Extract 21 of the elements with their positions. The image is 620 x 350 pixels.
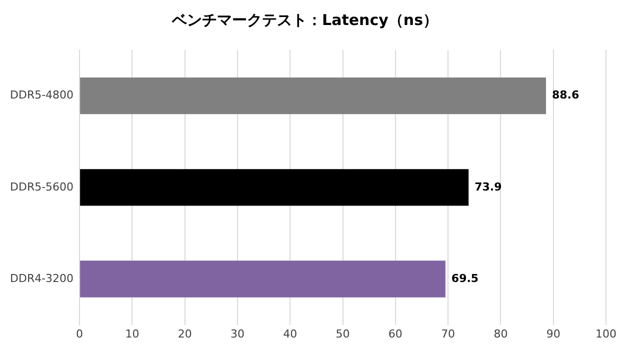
x-tick-label: 50 — [336, 327, 350, 340]
data-label: 69.5 — [451, 272, 479, 285]
data-label: 88.6 — [552, 88, 580, 102]
x-tick-label: 20 — [178, 327, 192, 340]
data-label: 73.9 — [474, 180, 502, 194]
x-tick-label: 70 — [441, 327, 456, 340]
x-tick-label: 10 — [125, 327, 140, 340]
y-tick-label: DDR4-3200 — [10, 272, 74, 285]
x-tick-label: 60 — [388, 327, 402, 340]
x-tick-label: 30 — [230, 327, 244, 340]
y-tick-label: DDR5-5600 — [10, 180, 74, 194]
x-tick-label: 40 — [283, 327, 298, 340]
bar — [80, 169, 469, 206]
chart-title: ベンチマークテスト：Latency（ns） — [171, 10, 438, 29]
bar — [80, 77, 546, 114]
x-tick-label: 100 — [596, 327, 616, 340]
x-tick-label: 80 — [494, 327, 508, 340]
x-tick-label: 0 — [76, 327, 84, 340]
y-tick-label: DDR5-4800 — [10, 88, 74, 102]
bar — [80, 260, 446, 298]
x-tick-label: 90 — [546, 327, 560, 340]
